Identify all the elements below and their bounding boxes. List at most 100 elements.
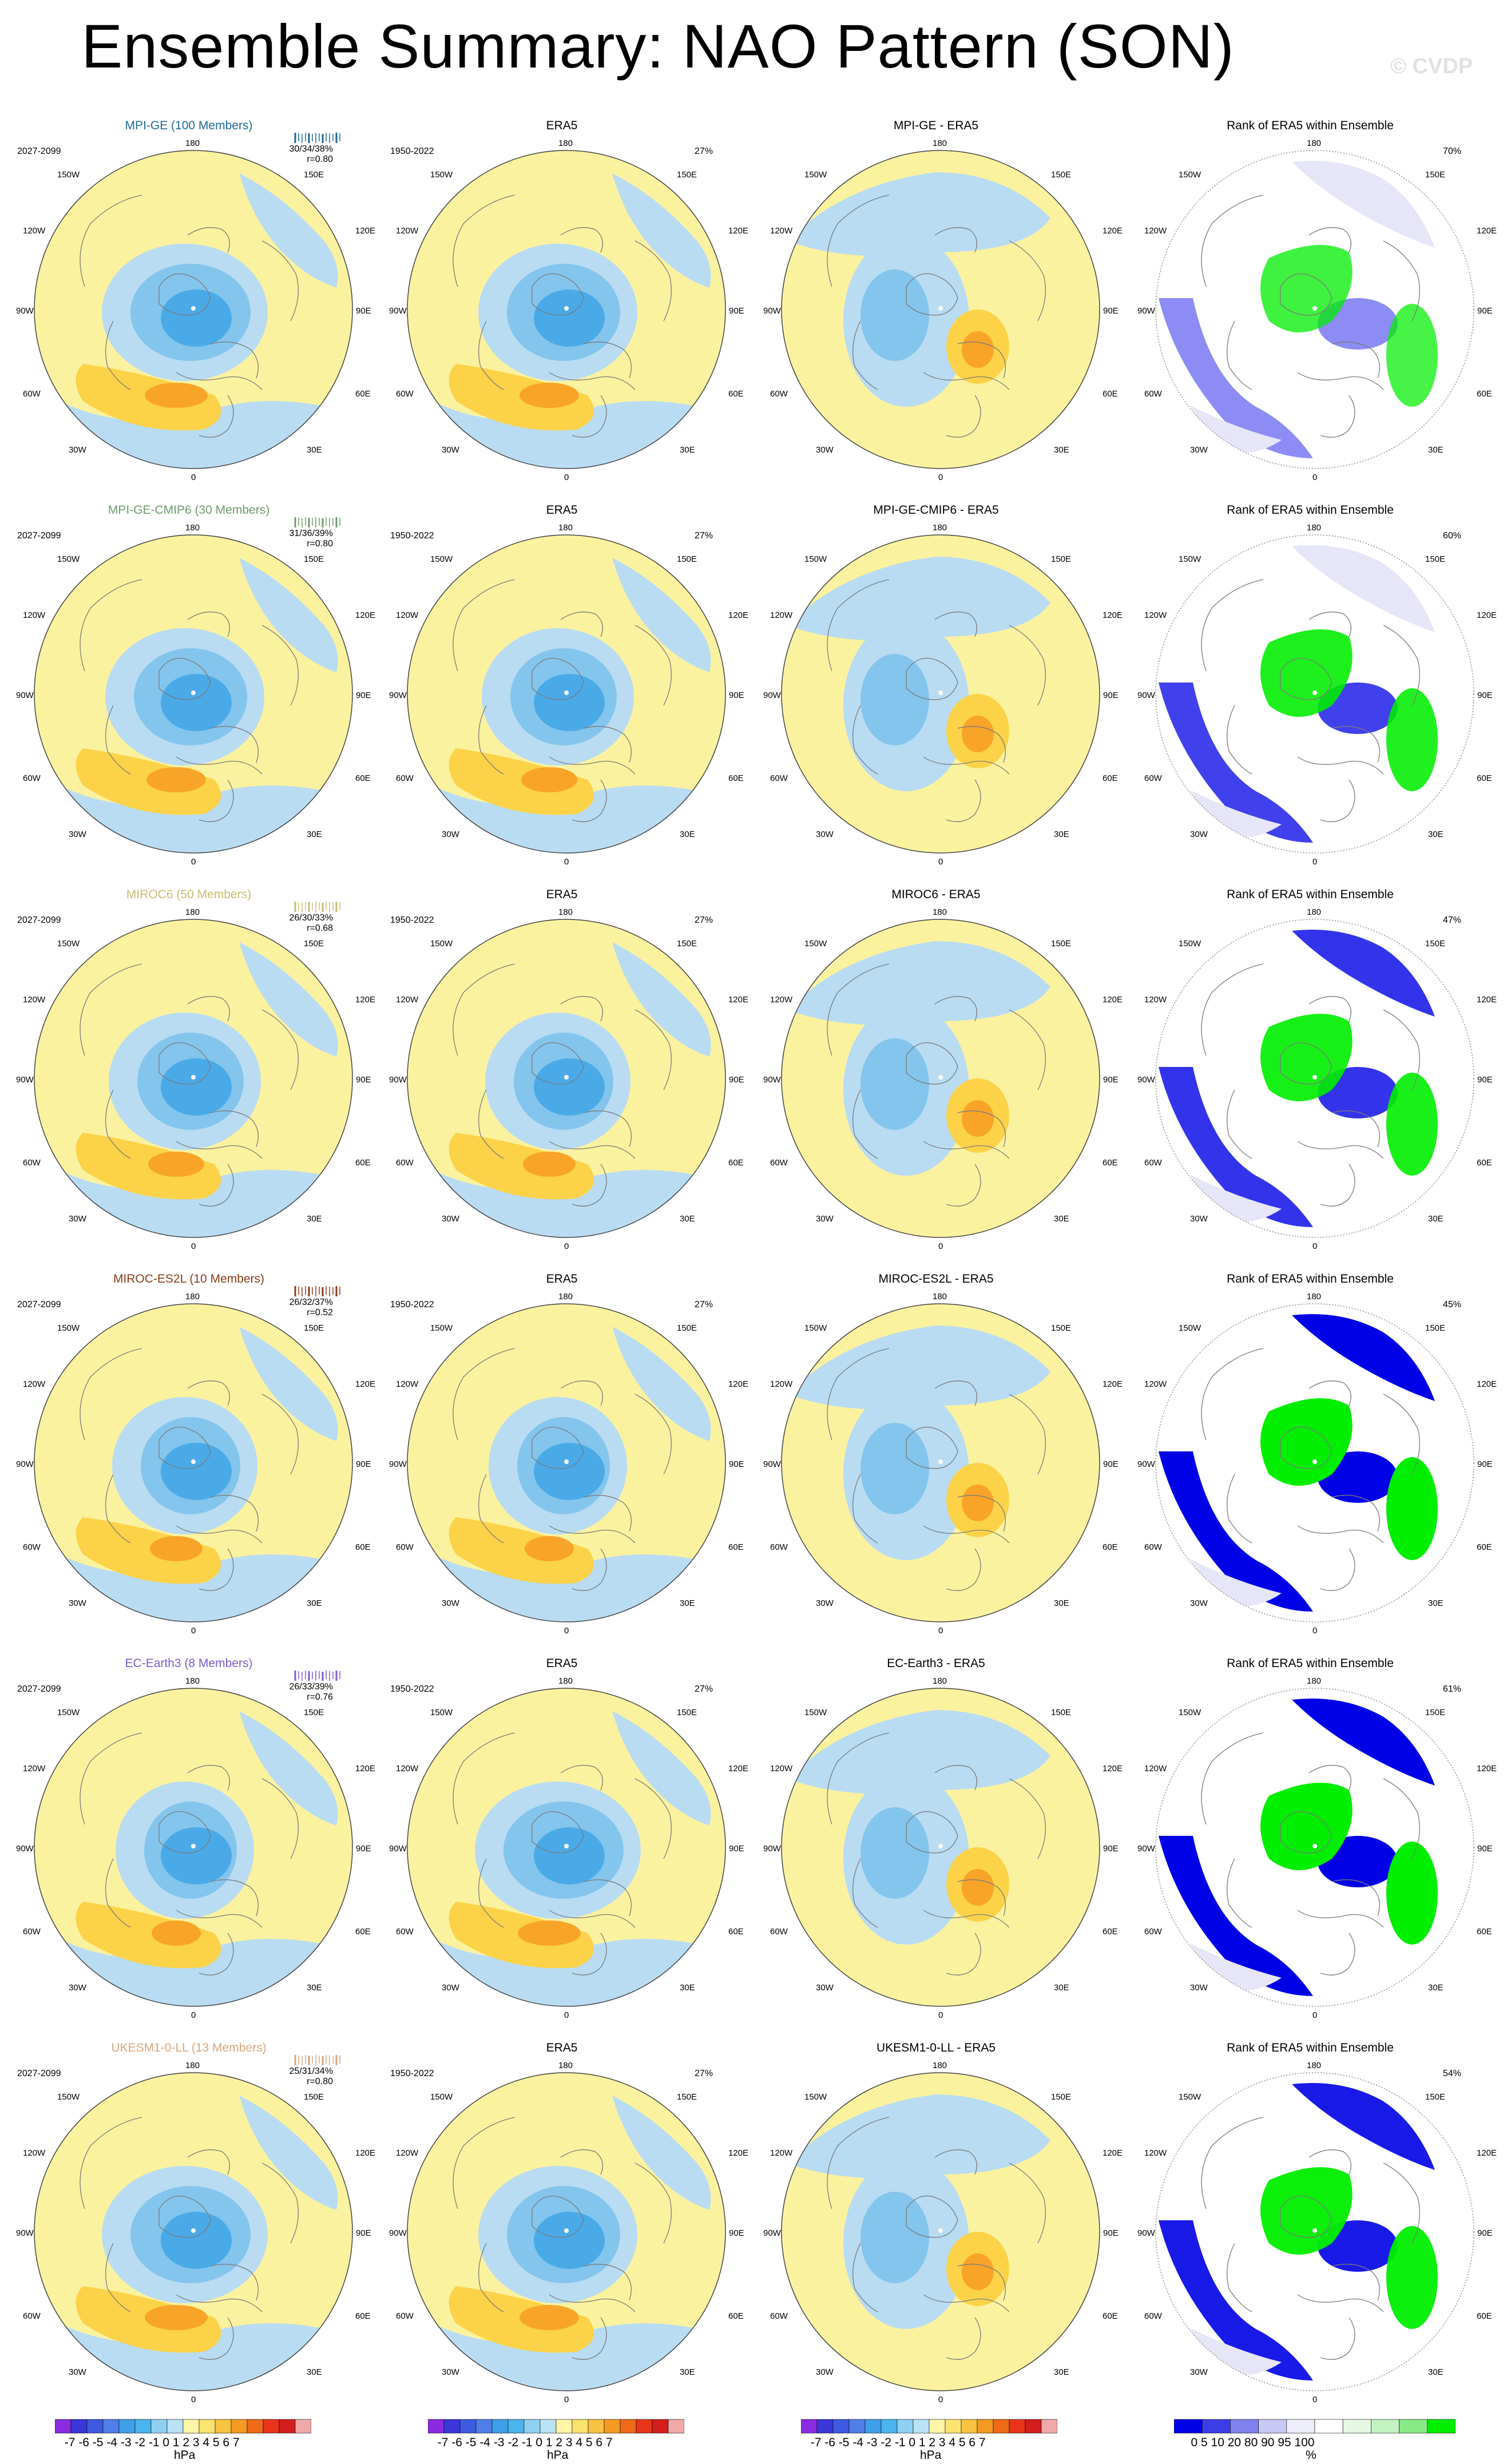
- longitude-label-upper-left: 150W: [804, 1708, 827, 1717]
- coastline-outline: [199, 1548, 234, 1591]
- negative-anomaly-core: [161, 674, 232, 731]
- negative-anomaly-core: [534, 674, 605, 731]
- longitude-label-upper-left: 150W: [57, 2092, 80, 2102]
- panel-title: Rank of ERA5 within Ensemble: [1227, 119, 1394, 132]
- longitude-label-mid-upper-right: 120E: [728, 610, 749, 620]
- coastline-outline: [80, 1732, 142, 1825]
- coastline-outline: [1280, 657, 1332, 700]
- polar-stereographic-map: [407, 1303, 726, 1622]
- coastline-outline: [560, 227, 603, 253]
- coastline-outline: [934, 996, 977, 1022]
- longitude-label-right: 90E: [729, 1844, 744, 1854]
- coastline-outline: [634, 1394, 672, 1475]
- longitude-label-upper-left: 150W: [430, 939, 453, 949]
- longitude-label-left: 90W: [16, 1459, 34, 1469]
- longitude-label-upper-right: 150E: [1051, 939, 1072, 949]
- positive-anomaly-region: [76, 1517, 221, 1584]
- coastline-outline: [261, 625, 299, 706]
- coastline-outline: [158, 1811, 211, 1854]
- coastline-outline: [80, 1348, 142, 1441]
- colorbar-swatch: [977, 2419, 994, 2434]
- longitude-label-mid-lower-left: 60W: [23, 1542, 41, 1552]
- era5-pattern-panel: ERA5 1950-2022 27% 180 0 150W 150E 120W 120E 90W 9…: [389, 503, 749, 886]
- negative-difference-region: [787, 2094, 1050, 2179]
- longitude-label-lower-left: 30W: [442, 830, 459, 839]
- longitude-label-left: 90W: [763, 306, 781, 316]
- coastline-outline: [1320, 2317, 1355, 2360]
- longitude-label-mid-upper-right: 120E: [1477, 995, 1497, 1005]
- longitude-label-mid-lower-right: 60E: [1477, 1927, 1492, 1937]
- longitude-label-mid-lower-right: 60E: [728, 1542, 744, 1552]
- longitude-label-lower-right: 30E: [1428, 1214, 1443, 1224]
- longitude-label-mid-upper-right: 120E: [1477, 2148, 1497, 2158]
- longitude-label-left: 90W: [389, 691, 407, 700]
- colorbar-tick-labels: 0 5 10 20 80 90 95 100: [1191, 2436, 1315, 2449]
- negative-difference-region: [787, 557, 1050, 641]
- pc-stats: 31/36/39% r=0.80: [270, 529, 333, 549]
- longitude-label-mid-upper-right: 120E: [355, 995, 376, 1005]
- colorbar-swatch: [1009, 2419, 1026, 2434]
- polar-stereographic-map: [34, 919, 353, 1238]
- period-label: 2027-2099: [17, 2069, 61, 2078]
- colorbar-swatch: [215, 2419, 232, 2434]
- negative-anomaly-core: [161, 1058, 232, 1116]
- positive-anomaly-core: [518, 1921, 581, 1946]
- longitude-label-mid-upper-right: 120E: [355, 1379, 376, 1389]
- coastline-outline: [852, 705, 878, 775]
- north-pole-marker: [1312, 1459, 1317, 1464]
- longitude-label-mid-upper-right: 120E: [728, 1764, 749, 1773]
- map-border: [1155, 1688, 1474, 2007]
- coastline-outline: [1009, 1778, 1046, 1859]
- longitude-label-mid-upper-right: 120E: [728, 995, 749, 1005]
- coastline-outline: [1331, 342, 1380, 379]
- map-border: [407, 919, 726, 1238]
- coastline-outline: [560, 996, 603, 1022]
- longitude-label-lower-left: 30W: [442, 1983, 459, 1993]
- variance-explained: 27%: [695, 531, 713, 541]
- coastline-outline: [210, 1879, 259, 1917]
- coastline-outline: [1227, 1474, 1252, 1544]
- rank-low-region: [1292, 930, 1435, 1017]
- positive-anomaly-core: [145, 383, 208, 408]
- longitude-label-right: 90E: [356, 1075, 371, 1085]
- difference-panel: MIROC6 - ERA5 180 0 150W 150E 120W 120E 90W 90E 6…: [763, 888, 1123, 1270]
- pc-variance-range: 26/33/39%: [289, 1682, 333, 1692]
- coastline-outline: [827, 1348, 890, 1441]
- north-pole-marker: [191, 306, 196, 311]
- longitude-label-lower-right: 30E: [680, 830, 695, 839]
- panel-title: MPI-GE-CMIP6 - ERA5: [873, 503, 999, 517]
- colorbar-swatch: [1041, 2419, 1057, 2434]
- pc-stats: 26/32/37% r=0.52: [270, 1298, 333, 1318]
- rank-polar-map: [1155, 534, 1474, 854]
- longitude-label-top: 180: [1307, 523, 1322, 533]
- polar-stereographic-map: [34, 534, 353, 854]
- longitude-label-mid-lower-right: 60E: [355, 389, 371, 399]
- coastline-outline: [906, 1426, 958, 1469]
- rank-high-region: [1386, 2226, 1438, 2329]
- rank-panel: Rank of ERA5 within Ensemble 54% 180 0 150W 1…: [1137, 2041, 1497, 2423]
- longitude-label-lower-left: 30W: [442, 2367, 459, 2377]
- coastline-outline: [199, 395, 234, 438]
- coastline-outline: [1227, 705, 1252, 775]
- longitude-label-left: 90W: [1137, 691, 1155, 700]
- longitude-label-mid-upper-left: 120W: [23, 995, 46, 1005]
- panel-title: MIROC6 (50 Members): [126, 888, 252, 901]
- map-border: [407, 2072, 726, 2391]
- longitude-label-left: 90W: [763, 691, 781, 700]
- model-pattern-panel: MIROC-ES2L (10 Members) 2027-2099 26/32/37…: [16, 1272, 376, 1654]
- period-label: 2027-2099: [17, 1684, 61, 1694]
- coastline-outline: [210, 342, 259, 379]
- coastline-outline: [1331, 2264, 1380, 2301]
- longitude-label-bottom: 0: [1312, 473, 1318, 482]
- colorbar-swatch: [183, 2419, 200, 2434]
- longitude-label-mid-lower-right: 60E: [1103, 389, 1118, 399]
- coastline-outline: [560, 1380, 603, 1406]
- coastline-outline: [852, 1858, 878, 1928]
- coastline-outline: [1201, 1348, 1264, 1441]
- colorbar-unit: hPa: [174, 2449, 196, 2462]
- longitude-label-bottom: 0: [191, 2010, 196, 2020]
- longitude-label-lower-left: 30W: [1190, 2367, 1208, 2377]
- coastline-outline: [532, 1042, 584, 1085]
- negative-difference-core: [860, 654, 929, 745]
- polar-stereographic-map: [781, 2072, 1100, 2391]
